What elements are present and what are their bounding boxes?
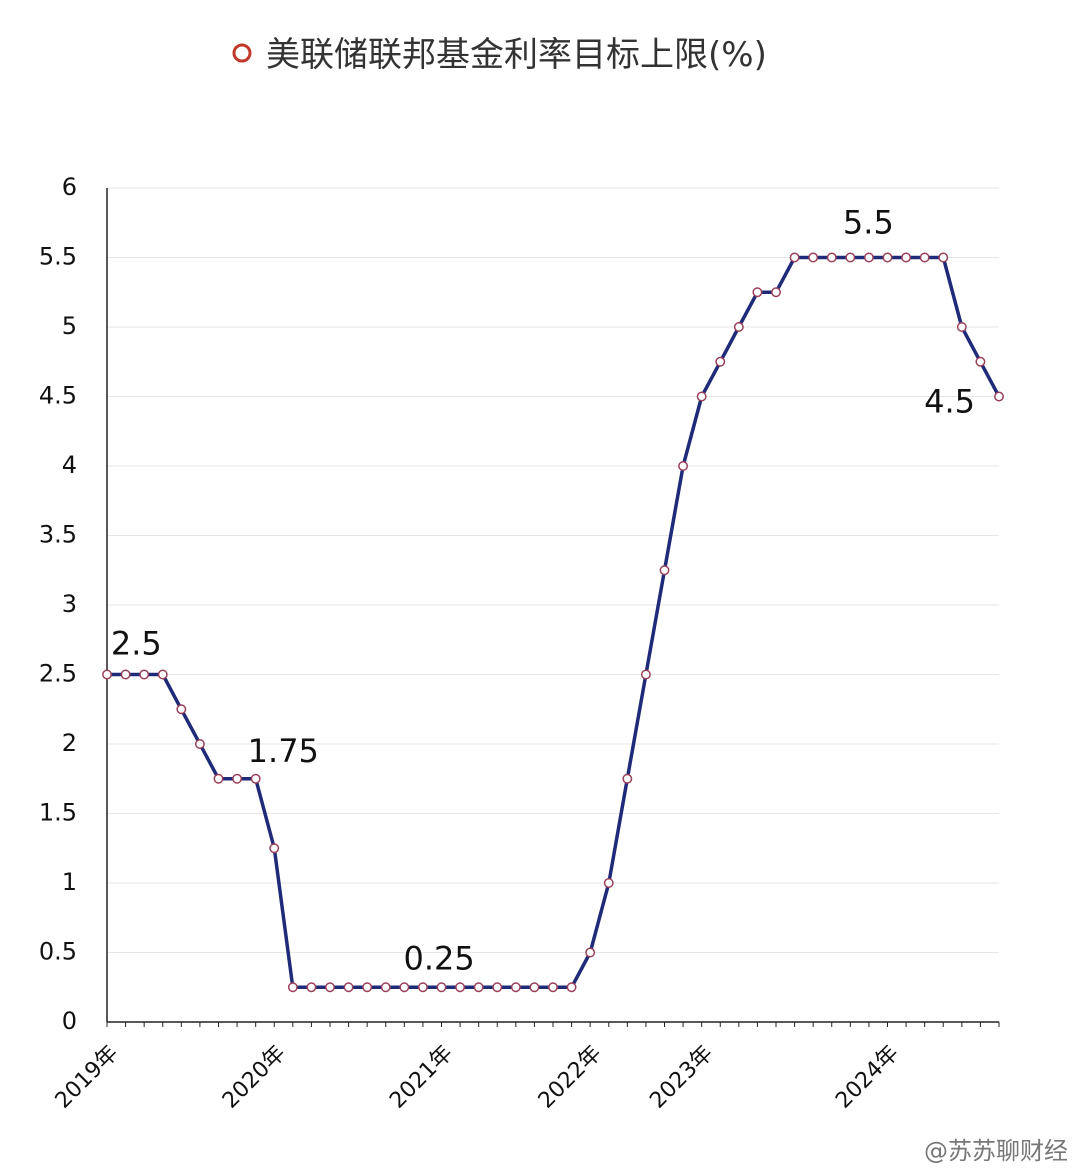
data-point — [455, 982, 466, 993]
data-point — [473, 982, 484, 993]
y-tick-label: 4 — [62, 451, 77, 479]
data-point — [176, 704, 187, 715]
y-tick-label: 2 — [62, 729, 77, 757]
data-point — [863, 252, 874, 263]
data-point — [808, 252, 819, 263]
data-point — [213, 773, 224, 784]
data-point — [343, 982, 354, 993]
y-tick-label: 5 — [62, 312, 77, 340]
axes: 0 0.5 1 1.5 2 2.5 3 3.5 4 4.5 5 5.5 6 2019年 2020年 2021年… — [39, 173, 1000, 1114]
y-tick-label: 1.5 — [39, 799, 77, 827]
y-tick-label: 0 — [62, 1007, 77, 1035]
data-point — [826, 252, 837, 263]
data-point — [585, 947, 596, 958]
data-point — [102, 669, 112, 680]
data-point — [548, 982, 558, 993]
annotations: 2.5 1.75 0.25 5.5 4.5 — [111, 204, 975, 978]
x-tick-label: 2021年 — [385, 1041, 458, 1114]
data-point — [157, 669, 168, 680]
data-point — [436, 982, 447, 993]
data-point — [380, 982, 391, 993]
x-tick-label: 2020年 — [218, 1041, 291, 1114]
data-point — [882, 252, 893, 263]
value-annotation: 5.5 — [843, 204, 894, 242]
data-point — [232, 773, 243, 784]
data-point — [269, 843, 280, 854]
x-tick-label: 2022年 — [534, 1041, 607, 1114]
data-point — [938, 252, 949, 263]
data-point — [622, 773, 633, 784]
watermark: @苏苏聊财经 — [924, 1137, 1068, 1165]
data-point — [752, 287, 763, 298]
data-point — [901, 252, 912, 263]
data-point — [306, 982, 317, 993]
data-point — [287, 982, 298, 993]
data-point — [250, 773, 261, 784]
data-point — [696, 391, 707, 402]
x-tick-label: 2019年 — [51, 1041, 124, 1114]
data-point — [715, 356, 726, 367]
data-point — [417, 982, 428, 993]
data-point — [845, 252, 856, 263]
y-tick-label: 5.5 — [39, 243, 77, 271]
series — [102, 252, 1004, 993]
data-point — [975, 356, 986, 367]
data-point — [566, 982, 577, 993]
y-tick-label: 1 — [62, 868, 77, 896]
y-tick-label: 4.5 — [39, 382, 77, 410]
data-point — [919, 252, 930, 263]
y-tick-label: 0.5 — [39, 938, 77, 966]
data-point — [640, 669, 651, 680]
grid — [107, 187, 999, 953]
data-point — [194, 739, 205, 749]
data-point — [510, 982, 521, 993]
y-tick-label: 2.5 — [39, 660, 77, 688]
data-point — [678, 461, 689, 471]
data-point — [659, 565, 670, 576]
data-point — [956, 322, 967, 332]
data-point — [120, 669, 131, 680]
y-tick-label: 6 — [62, 173, 77, 201]
value-annotation: 2.5 — [111, 625, 162, 663]
x-tick-label: 2024年 — [831, 1041, 904, 1114]
data-point — [771, 287, 781, 298]
value-annotation: 0.25 — [404, 939, 475, 977]
data-point — [139, 669, 150, 680]
data-point — [325, 982, 335, 993]
data-point — [733, 322, 744, 332]
data-point — [492, 982, 503, 993]
x-tick-label: 2023年 — [645, 1041, 718, 1114]
value-annotation: 1.75 — [248, 732, 319, 770]
data-point — [399, 982, 410, 993]
data-point — [529, 982, 540, 993]
chart-title: 美联储联邦基金利率目标上限(%) — [232, 35, 767, 75]
data-point — [603, 878, 614, 888]
chart-title-text: 美联储联邦基金利率目标上限(%) — [266, 35, 767, 75]
data-point — [362, 982, 373, 993]
y-tick-label: 3.5 — [39, 521, 77, 549]
data-point — [994, 391, 1004, 402]
value-annotation: 4.5 — [924, 383, 975, 421]
legend-marker-icon — [232, 43, 252, 63]
series-line — [105, 255, 1001, 990]
y-tick-label: 3 — [62, 590, 77, 618]
data-point — [789, 252, 800, 263]
